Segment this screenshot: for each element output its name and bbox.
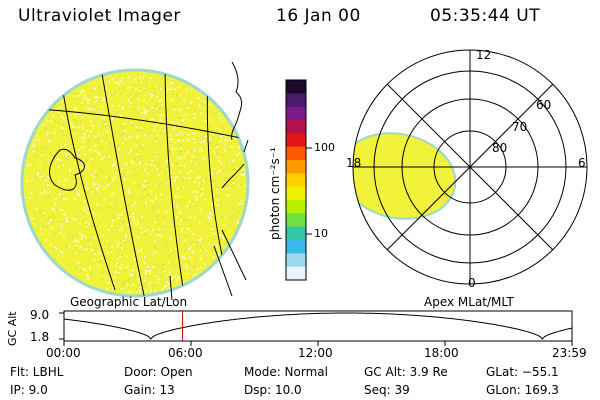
status-glon: GLon: 169.3 bbox=[486, 383, 559, 397]
polar-plot bbox=[352, 49, 588, 285]
mlt-label-18: 18 bbox=[346, 156, 362, 170]
colorbar-tick-10: 10 bbox=[314, 227, 328, 240]
lat-label-60: 60 bbox=[536, 98, 552, 112]
colorbar-unit-label: photon cm⁻²s⁻¹ bbox=[268, 147, 282, 240]
xtick-1200: 12:00 bbox=[298, 346, 333, 360]
colorbar-segment bbox=[286, 120, 306, 134]
auroral-oval bbox=[353, 132, 457, 220]
date-label: 16 Jan 00 bbox=[276, 6, 361, 26]
geographic-caption: Geographic Lat/Lon bbox=[70, 295, 188, 309]
status-mode: Mode: Normal bbox=[244, 365, 328, 379]
status-gain: Gain: 13 bbox=[124, 383, 175, 397]
coastline-east bbox=[231, 61, 243, 141]
colorbar-segment bbox=[286, 80, 306, 94]
colorbar-segment bbox=[286, 93, 306, 108]
colorbar-segment bbox=[286, 160, 306, 174]
status-filter: Flt: LBHL bbox=[10, 365, 64, 379]
xtick-0000: 00:00 bbox=[46, 346, 81, 360]
colorbar-segment bbox=[286, 226, 306, 241]
status-ip: IP: 9.0 bbox=[10, 383, 48, 397]
lat-label-70: 70 bbox=[512, 120, 528, 134]
xtick-2359: 23:59 bbox=[552, 346, 587, 360]
geographic-map bbox=[20, 61, 250, 301]
app-title: Ultraviolet Imager bbox=[18, 6, 181, 26]
lat-lon-grid bbox=[22, 70, 248, 296]
lat-label-80: 80 bbox=[492, 141, 508, 155]
mlt-label-12: 12 bbox=[476, 48, 492, 62]
status-seq: Seq: 39 bbox=[364, 383, 410, 397]
meridian-extension bbox=[213, 229, 247, 297]
status-door: Door: Open bbox=[124, 365, 193, 379]
status-dsp: Dsp: 10.0 bbox=[244, 383, 302, 397]
xtick-1800: 18:00 bbox=[424, 346, 459, 360]
colorbar-segment bbox=[286, 133, 306, 148]
alt-ymax: 9.0 bbox=[30, 308, 50, 322]
colorbar-segment bbox=[286, 106, 306, 121]
colorbar-segment bbox=[286, 186, 306, 201]
colorbar-segment bbox=[286, 253, 306, 268]
colorbar bbox=[285, 79, 312, 281]
colorbar-segment bbox=[286, 200, 306, 214]
mlt-label-0: 0 bbox=[468, 276, 476, 290]
apex-caption: Apex MLat/MLT bbox=[424, 295, 514, 309]
mlt-label-6: 6 bbox=[578, 156, 586, 170]
colorbar-segment bbox=[286, 240, 306, 254]
colorbar-segment bbox=[286, 173, 306, 188]
alt-ymin: 1.8 bbox=[30, 330, 50, 344]
colorbar-segment bbox=[286, 213, 306, 228]
colorbar-segment bbox=[286, 266, 306, 281]
time-label: 05:35:44 UT bbox=[430, 6, 541, 26]
colorbar-segment bbox=[286, 146, 306, 161]
altitude-panel bbox=[59, 310, 573, 346]
alt-ylabel: GC Alt bbox=[6, 311, 19, 346]
xtick-0600: 06:00 bbox=[168, 346, 203, 360]
status-glat: GLat: −55.1 bbox=[486, 365, 559, 379]
colorbar-tick-100: 100 bbox=[314, 141, 335, 154]
status-gc-alt: GC Alt: 3.9 Re bbox=[364, 365, 448, 379]
